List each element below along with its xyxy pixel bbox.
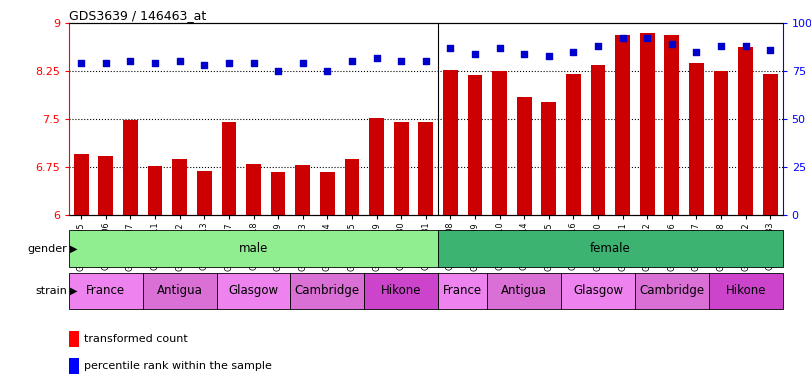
Point (517, 51, 530, 57)
Point (641, 35, 654, 41)
Point (444, 45, 457, 51)
Bar (369, 118, 384, 215)
Bar (98, 156, 114, 215)
Bar (689, 63, 704, 215)
Point (419, 58, 432, 65)
Point (345, 58, 358, 65)
Bar (345, 159, 359, 215)
Point (148, 60, 161, 66)
Point (100, 60, 113, 66)
Text: ▶: ▶ (70, 286, 77, 296)
Bar (468, 75, 483, 215)
Bar (714, 71, 728, 215)
Bar (246, 164, 261, 215)
Bar (143, 273, 217, 309)
Bar (271, 172, 285, 215)
Text: percentile rank within the sample: percentile rank within the sample (84, 361, 272, 371)
Point (616, 35, 629, 41)
Text: male: male (238, 242, 268, 255)
Bar (561, 273, 635, 309)
Bar (492, 71, 507, 215)
Point (395, 58, 408, 65)
Point (247, 60, 260, 66)
Text: Antigua: Antigua (157, 285, 203, 297)
Bar (640, 33, 654, 215)
Bar (172, 159, 187, 215)
Bar (320, 172, 335, 215)
Bar (69, 331, 79, 347)
Bar (69, 230, 438, 267)
Point (714, 43, 727, 49)
Bar (517, 97, 531, 215)
Point (739, 43, 752, 49)
Point (469, 51, 482, 57)
Point (272, 68, 285, 74)
Bar (290, 273, 364, 309)
Bar (364, 273, 438, 309)
Bar (123, 120, 138, 215)
Text: GDS3639 / 146463_at: GDS3639 / 146463_at (69, 9, 206, 22)
Bar (69, 273, 143, 309)
Bar (418, 122, 433, 215)
Text: France: France (443, 285, 483, 297)
Point (174, 58, 187, 65)
Point (75, 60, 88, 66)
Text: France: France (86, 285, 126, 297)
Point (493, 45, 506, 51)
Bar (438, 273, 487, 309)
Point (764, 47, 777, 53)
Text: transformed count: transformed count (84, 334, 187, 344)
Point (690, 49, 703, 55)
Bar (74, 154, 88, 215)
Bar (295, 165, 310, 215)
Bar (763, 74, 778, 215)
Bar (438, 230, 783, 267)
Bar (69, 358, 79, 374)
Bar (221, 122, 236, 215)
Text: Cambridge: Cambridge (639, 285, 705, 297)
Point (222, 60, 235, 66)
Point (124, 58, 137, 65)
Text: Antigua: Antigua (501, 285, 547, 297)
Point (370, 55, 383, 61)
Text: Hikone: Hikone (381, 285, 422, 297)
Text: Hikone: Hikone (726, 285, 766, 297)
Text: Glasgow: Glasgow (573, 285, 623, 297)
Bar (394, 122, 409, 215)
Bar (590, 65, 606, 215)
Text: Glasgow: Glasgow (229, 285, 278, 297)
Bar (738, 47, 753, 215)
Text: strain: strain (36, 286, 67, 296)
Bar (542, 102, 556, 215)
Point (543, 53, 556, 59)
Point (321, 68, 334, 74)
Point (665, 41, 678, 47)
Bar (197, 171, 212, 215)
Bar (148, 166, 162, 215)
Text: Cambridge: Cambridge (294, 285, 360, 297)
Bar (217, 273, 290, 309)
Point (591, 43, 604, 49)
Bar (443, 70, 457, 215)
Point (198, 62, 211, 68)
Bar (664, 35, 680, 215)
Bar (566, 74, 581, 215)
Bar (709, 273, 783, 309)
Text: gender: gender (28, 243, 67, 254)
Text: female: female (590, 242, 631, 255)
Text: ▶: ▶ (70, 243, 77, 254)
Bar (616, 35, 630, 215)
Bar (487, 273, 561, 309)
Point (296, 60, 309, 66)
Bar (635, 273, 709, 309)
Point (567, 49, 580, 55)
